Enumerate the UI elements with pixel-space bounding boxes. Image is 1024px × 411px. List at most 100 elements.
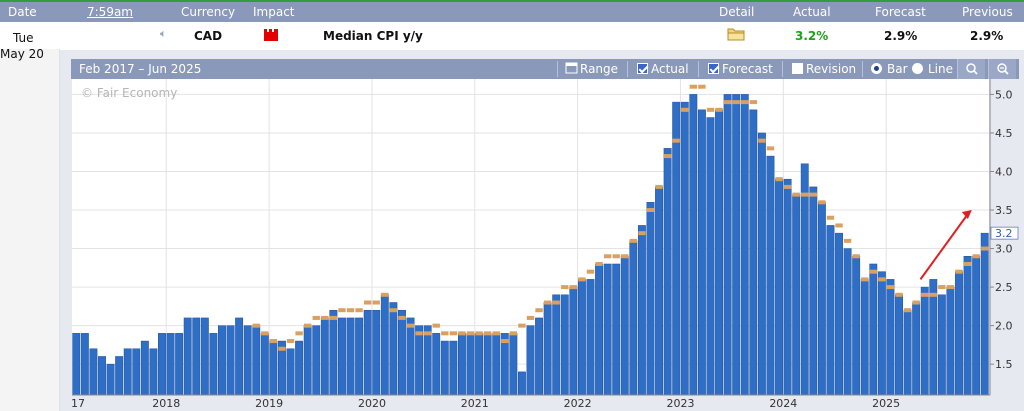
forecast-marker [946, 285, 955, 290]
forecast-marker [261, 331, 269, 336]
actual-bar [560, 294, 569, 396]
y-tick-label: 2.0 [995, 320, 1013, 333]
forecast-marker [449, 331, 458, 336]
actual-bar [577, 279, 586, 396]
actual-checkbox[interactable] [637, 63, 648, 74]
header-detail: Detail [719, 5, 755, 19]
header-previous: Previous [962, 5, 1013, 19]
header-date: Date [8, 5, 37, 19]
header-impact: Impact [253, 5, 295, 19]
forecast-marker [321, 315, 329, 320]
calendar-icon[interactable] [565, 61, 578, 77]
event-currency: CAD [194, 29, 223, 43]
forecast-marker [801, 192, 809, 197]
line-radio[interactable] [912, 63, 923, 74]
actual-bar [509, 333, 518, 396]
actual-bar [338, 317, 346, 396]
actual-bar [415, 325, 424, 396]
actual-checkbox-label[interactable]: Actual [651, 62, 689, 76]
forecast-marker [586, 269, 595, 274]
folder-icon[interactable] [727, 26, 745, 44]
forecast-marker [252, 323, 260, 328]
forecast-marker [483, 331, 492, 336]
chart-watermark: © Fair Economy [81, 86, 177, 100]
actual-bar [440, 340, 449, 396]
actual-bar [963, 256, 972, 396]
forecast-marker [646, 208, 655, 213]
event-actual: 3.2% [795, 29, 829, 43]
actual-bar [363, 309, 372, 396]
range-button[interactable]: Range [580, 62, 619, 76]
actual-bar [372, 309, 381, 396]
forecast-marker [895, 292, 903, 297]
zoom-out-button[interactable] [988, 59, 1016, 79]
actual-bar [200, 317, 209, 396]
forecast-checkbox[interactable] [708, 63, 719, 74]
forecast-marker [621, 254, 629, 259]
actual-bar [183, 317, 192, 396]
x-tick-label: 2023 [666, 397, 694, 410]
zoom-in-button[interactable] [957, 59, 985, 79]
actual-bar [835, 232, 843, 396]
actual-bar [398, 309, 406, 396]
sound-icon[interactable]: 🔈︎ [160, 27, 167, 40]
actual-bar [877, 271, 886, 396]
forecast-marker [809, 192, 817, 197]
zoom-out-icon [997, 63, 1009, 75]
y-tick-label: 2.5 [995, 281, 1013, 294]
annotation-arrow [919, 213, 969, 280]
actual-bar [218, 325, 226, 396]
bar-radio-label[interactable]: Bar [887, 62, 908, 76]
latest-value-label: 3.2 [995, 227, 1013, 240]
forecast-checkbox-label[interactable]: Forecast [722, 62, 773, 76]
event-date: May 20 [0, 47, 44, 61]
forecast-marker [792, 192, 800, 197]
actual-bar [175, 333, 184, 396]
actual-bar [912, 302, 921, 396]
actual-bar [72, 333, 81, 396]
actual-bar [757, 132, 766, 396]
actual-bar [895, 294, 903, 396]
revision-checkbox-label[interactable]: Revision [806, 62, 857, 76]
header-time-link[interactable]: 7:59am [87, 5, 133, 19]
actual-bar [552, 294, 561, 396]
forecast-marker [681, 107, 689, 112]
actual-bar [749, 109, 758, 396]
y-tick-label: 3.0 [995, 243, 1013, 256]
actual-bar [492, 333, 501, 396]
x-tick-label: 2018 [152, 397, 180, 410]
actual-bar [620, 256, 629, 396]
actual-bar [843, 248, 852, 396]
event-row[interactable]: Tue May 20 🔈︎ CAD Median CPI y/y 3.2% 2.… [0, 22, 1024, 61]
actual-bar [226, 325, 235, 396]
actual-bar [937, 294, 946, 396]
actual-bar [715, 109, 723, 396]
forecast-marker [475, 331, 483, 336]
forecast-marker [783, 184, 792, 189]
line-radio-label[interactable]: Line [928, 62, 954, 76]
actual-bar [860, 279, 869, 396]
forecast-marker [603, 254, 612, 259]
revision-checkbox[interactable] [792, 63, 803, 74]
actual-bar [629, 240, 638, 396]
zoom-in-icon [966, 63, 978, 75]
toolbar-divider [557, 61, 558, 77]
forecast-marker [269, 339, 278, 344]
actual-bar [449, 340, 458, 396]
chart-date-range: Feb 2017 – Jun 2025 [79, 62, 202, 76]
actual-bar [286, 348, 295, 396]
forecast-marker [363, 300, 372, 305]
actual-bar [406, 317, 415, 396]
forecast-marker [329, 315, 338, 320]
actual-bar [98, 356, 106, 396]
forecast-marker [715, 107, 723, 112]
forecast-marker [826, 215, 835, 220]
bar-radio[interactable] [871, 63, 882, 74]
actual-bar [637, 225, 646, 396]
forecast-marker [355, 308, 363, 313]
actual-bar [269, 340, 278, 396]
forecast-marker [552, 300, 560, 305]
actual-bar [783, 178, 792, 396]
forecast-marker [655, 184, 663, 189]
actual-bar [389, 302, 398, 396]
